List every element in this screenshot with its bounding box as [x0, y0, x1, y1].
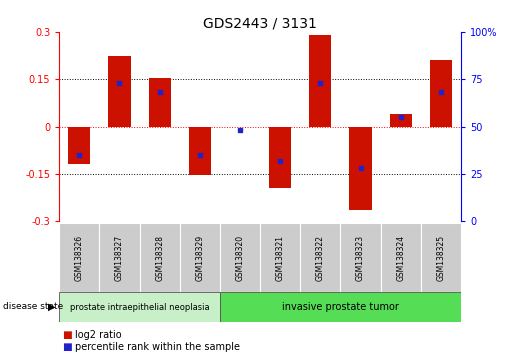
- Text: ■: ■: [62, 342, 72, 352]
- Bar: [340, 223, 381, 292]
- Text: GSM138321: GSM138321: [276, 235, 285, 280]
- Title: GDS2443 / 3131: GDS2443 / 3131: [203, 17, 317, 31]
- Bar: [430, 60, 452, 127]
- Text: invasive prostate tumor: invasive prostate tumor: [282, 302, 399, 312]
- Bar: [140, 223, 180, 292]
- Text: GSM138326: GSM138326: [75, 234, 84, 281]
- Bar: [149, 78, 170, 127]
- Bar: [300, 223, 340, 292]
- Text: GSM138320: GSM138320: [235, 234, 245, 281]
- Bar: [189, 127, 211, 176]
- Bar: [109, 56, 130, 127]
- Text: GSM138322: GSM138322: [316, 235, 325, 280]
- Text: GSM138327: GSM138327: [115, 234, 124, 281]
- Bar: [269, 127, 291, 188]
- Bar: [421, 223, 461, 292]
- Bar: [381, 223, 421, 292]
- Text: GSM138325: GSM138325: [436, 234, 445, 281]
- Bar: [220, 292, 461, 322]
- Bar: [260, 223, 300, 292]
- Text: percentile rank within the sample: percentile rank within the sample: [75, 342, 239, 352]
- Text: ■: ■: [62, 330, 72, 339]
- Bar: [59, 292, 220, 322]
- Bar: [59, 223, 99, 292]
- Bar: [310, 35, 331, 127]
- Text: GSM138323: GSM138323: [356, 234, 365, 281]
- Bar: [180, 223, 220, 292]
- Text: GSM138324: GSM138324: [396, 234, 405, 281]
- Text: log2 ratio: log2 ratio: [75, 330, 122, 339]
- Bar: [99, 223, 140, 292]
- Bar: [390, 114, 411, 127]
- Text: GSM138328: GSM138328: [155, 235, 164, 280]
- Text: disease state: disease state: [3, 302, 63, 312]
- Text: ▶: ▶: [48, 302, 56, 312]
- Bar: [68, 127, 90, 164]
- Bar: [220, 223, 260, 292]
- Text: prostate intraepithelial neoplasia: prostate intraepithelial neoplasia: [70, 303, 210, 312]
- Text: GSM138329: GSM138329: [195, 234, 204, 281]
- Bar: [350, 127, 371, 210]
